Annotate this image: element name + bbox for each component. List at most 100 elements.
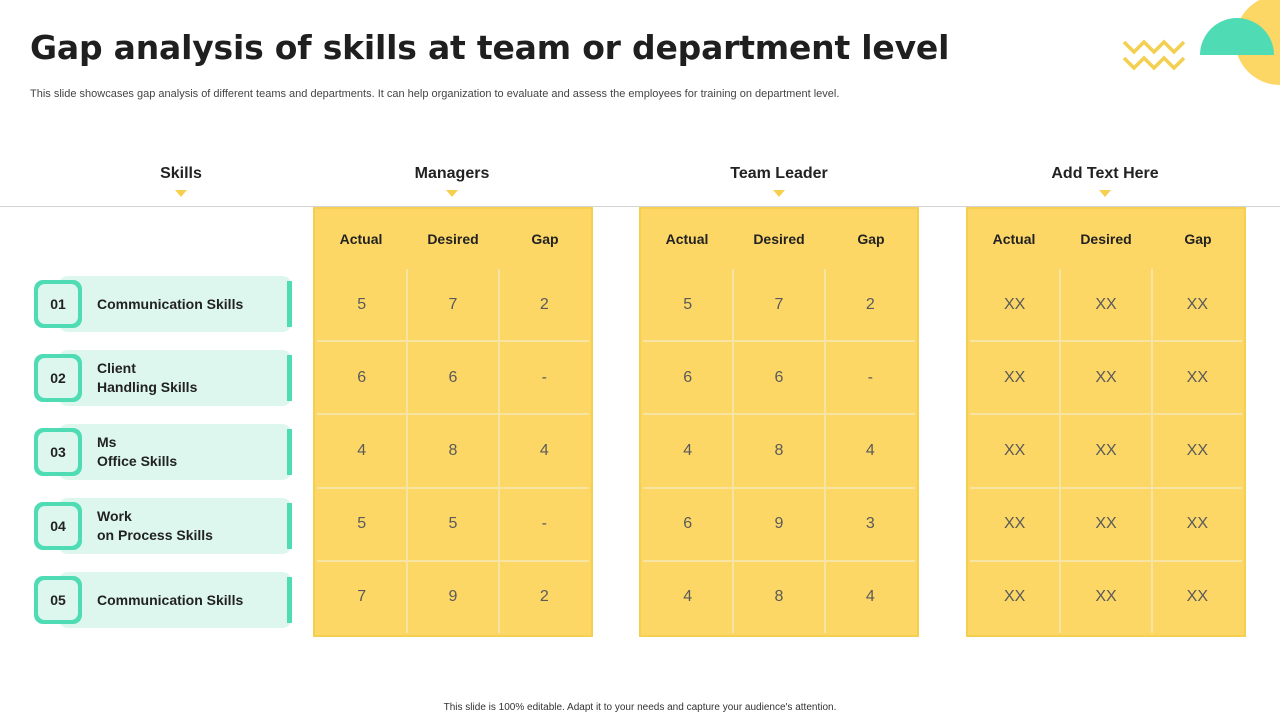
page-title: Gap analysis of skills at team or depart… [30, 28, 950, 67]
table-cell: 8 [734, 415, 824, 487]
table-cell: 4 [643, 415, 733, 487]
table-cell: - [499, 488, 589, 560]
skill-number-badge: 02 [34, 354, 82, 402]
footer-note: This slide is 100% editable. Adapt it to… [443, 702, 837, 713]
skill-label: Communication Skills [97, 591, 244, 608]
team-leader-table: Actual Desired Gap 5 7 2 6 6 - 4 8 4 6 9… [639, 207, 919, 637]
skill-card [58, 498, 292, 554]
skill-number-badge: 05 [34, 576, 82, 624]
column-header-managers: Managers [372, 165, 532, 197]
skill-number: 01 [38, 284, 78, 324]
table-cell: 2 [825, 269, 915, 341]
skill-number-badge: 03 [34, 428, 82, 476]
subheader-actual: Actual [992, 231, 1036, 247]
skill-label: Communication Skills [97, 295, 244, 312]
skill-number: 04 [38, 506, 78, 546]
table-cell: XX [1152, 342, 1242, 414]
table-cell: 2 [499, 269, 589, 341]
subheader-desired: Desired [1080, 231, 1132, 247]
table-cell: XX [1152, 488, 1242, 560]
table-cell: XX [970, 561, 1060, 633]
table-cell: XX [970, 342, 1060, 414]
skill-label: Ms Office Skills [97, 434, 178, 469]
triangle-down-icon [773, 190, 785, 197]
table-cell: 4 [317, 415, 407, 487]
page-subtitle: This slide showcases gap analysis of dif… [30, 88, 840, 100]
table-cell: 6 [408, 342, 498, 414]
skill-row: 04 Work on Process Skills [34, 498, 292, 554]
table-cell: XX [1061, 415, 1151, 487]
column-header-add-text-label: Add Text Here [1051, 165, 1159, 182]
table-cell: 6 [317, 342, 407, 414]
decorative-shapes-icon [1122, 0, 1280, 85]
add-text-table: Actual Desired Gap XX XX XX XX XX XX XX … [966, 207, 1246, 637]
skill-card-accent [287, 577, 292, 623]
skill-card-accent [287, 355, 292, 401]
triangle-down-icon [446, 190, 458, 197]
table-cell: 4 [825, 415, 915, 487]
table-cell: XX [1152, 415, 1242, 487]
table-cell: 4 [825, 561, 915, 633]
skill-card-accent [287, 429, 292, 475]
table-cell: XX [1061, 342, 1151, 414]
skill-number-badge: 01 [34, 280, 82, 328]
subheader-gap: Gap [531, 231, 559, 247]
column-header-team-leader: Team Leader [699, 165, 859, 197]
table-cell: 5 [408, 488, 498, 560]
table-cell: 3 [825, 488, 915, 560]
table-cell: XX [1061, 488, 1151, 560]
table-cell: 9 [734, 488, 824, 560]
table-cell: 5 [643, 269, 733, 341]
skill-card [58, 572, 292, 628]
subheader-desired: Desired [427, 231, 479, 247]
skill-label: Client Handling Skills [97, 360, 198, 395]
table-cell: 9 [408, 561, 498, 633]
skill-row: 02 Client Handling Skills [34, 350, 292, 406]
skill-card-accent [287, 503, 292, 549]
table-cell: XX [970, 415, 1060, 487]
skill-card [58, 350, 292, 406]
table-cell: XX [1152, 269, 1242, 341]
skill-card-accent [287, 281, 292, 327]
table-cell: XX [1152, 561, 1242, 633]
subheader-gap: Gap [857, 231, 885, 247]
table-cell: 8 [734, 561, 824, 633]
skill-row: 03 Ms Office Skills [34, 424, 292, 480]
table-cell: 6 [643, 488, 733, 560]
skill-number: 02 [38, 358, 78, 398]
table-cell: XX [1061, 269, 1151, 341]
skill-number-badge: 04 [34, 502, 82, 550]
subheader-actual: Actual [665, 231, 709, 247]
table-cell: XX [1061, 561, 1151, 633]
skill-card [58, 424, 292, 480]
table-cell: 5 [317, 488, 407, 560]
table-cell: - [499, 342, 589, 414]
column-header-add-text: Add Text Here [1025, 165, 1185, 197]
skill-row: 05 Communication Skills [34, 572, 292, 628]
column-header-skills: Skills [121, 165, 241, 197]
table-cell: 6 [643, 342, 733, 414]
subheader-gap: Gap [1184, 231, 1212, 247]
table-cell: - [825, 342, 915, 414]
table-cell: 6 [734, 342, 824, 414]
column-header-skills-label: Skills [160, 165, 202, 182]
header-divider [0, 206, 1280, 207]
subheader-desired: Desired [753, 231, 805, 247]
table-cell: 2 [499, 561, 589, 633]
table-cell: 4 [499, 415, 589, 487]
table-cell: 5 [317, 269, 407, 341]
skill-number: 05 [38, 580, 78, 620]
subheader-actual: Actual [339, 231, 383, 247]
skill-label: Work on Process Skills [97, 508, 213, 543]
table-cell: XX [970, 488, 1060, 560]
skill-row: 01 Communication Skills [34, 276, 292, 332]
skill-number: 03 [38, 432, 78, 472]
table-cell: 8 [408, 415, 498, 487]
triangle-down-icon [1099, 190, 1111, 197]
column-header-managers-label: Managers [414, 165, 490, 182]
skill-card [58, 276, 292, 332]
column-header-team-leader-label: Team Leader [730, 165, 828, 182]
table-cell: 7 [408, 269, 498, 341]
table-cell: 4 [643, 561, 733, 633]
triangle-down-icon [175, 190, 187, 197]
